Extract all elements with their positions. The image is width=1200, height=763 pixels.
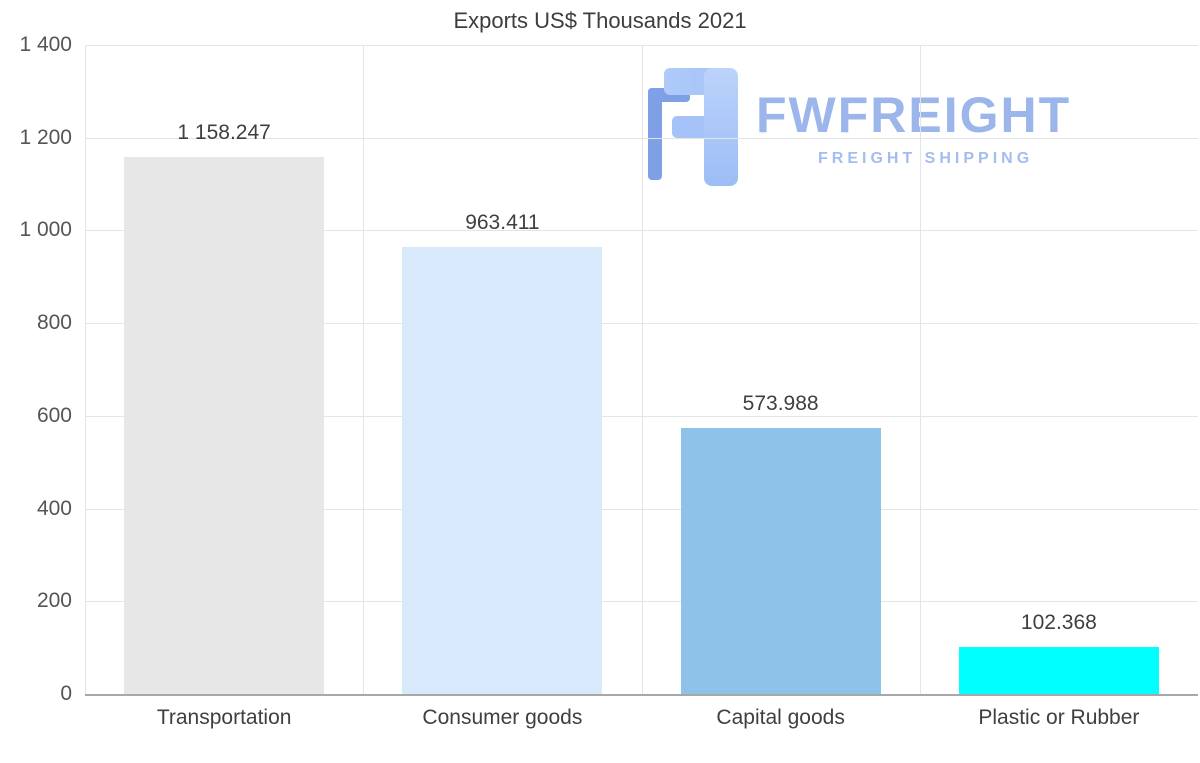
y-tick-label: 1 200 bbox=[19, 125, 72, 149]
y-tick-label: 400 bbox=[36, 496, 72, 520]
bar-capital-goods bbox=[680, 427, 881, 694]
y-tick-label: 200 bbox=[36, 589, 72, 613]
plot-area: 1 158.247 963.411 573.988 102.368 bbox=[85, 45, 1198, 696]
bar-value-label: 573.988 bbox=[742, 391, 819, 415]
x-axis: Transportation Consumer goods Capital good… bbox=[85, 706, 1198, 736]
y-axis-line bbox=[85, 45, 86, 694]
y-tick-label: 600 bbox=[36, 403, 72, 427]
v-gridline bbox=[363, 45, 365, 694]
y-tick-label: 1 400 bbox=[19, 33, 72, 56]
y-tick-label: 800 bbox=[36, 311, 72, 335]
y-tick-label: 0 bbox=[60, 682, 72, 705]
logo-mark-dark-vertical bbox=[648, 88, 662, 180]
v-gridline bbox=[919, 45, 921, 694]
logo-wordmark: FWFREIGHT bbox=[756, 87, 1072, 143]
fwfreight-logo-icon bbox=[648, 68, 742, 186]
y-tick-label: 1 000 bbox=[19, 218, 72, 242]
x-tick-label: Transportation bbox=[156, 706, 292, 729]
chart-title: Exports US$ Thousands 2021 bbox=[453, 8, 747, 33]
fwfreight-logo: FWFREIGHT FREIGHT SHIPPING bbox=[648, 68, 1071, 186]
v-gridline bbox=[641, 45, 643, 694]
bar-value-label: 963.411 bbox=[465, 211, 540, 235]
bar-value-label: 102.368 bbox=[1020, 610, 1097, 634]
logo-text: FWFREIGHT FREIGHT SHIPPING bbox=[756, 68, 1071, 168]
x-tick-label: Capital goods bbox=[716, 706, 845, 729]
logo-mark-vertical bbox=[704, 68, 738, 186]
x-tick-label: Plastic or Rubber bbox=[978, 706, 1140, 729]
bar-plastic-or-rubber bbox=[958, 646, 1159, 694]
logo-tagline: FREIGHT SHIPPING bbox=[818, 150, 1034, 167]
bar-consumer-goods bbox=[402, 247, 603, 694]
x-tick-label: Consumer goods bbox=[422, 706, 583, 729]
bar-transportation bbox=[124, 157, 325, 694]
bar-value-label: 1 158.247 bbox=[177, 121, 271, 145]
y-axis: 0 200 400 600 800 1 000 1 200 1 400 bbox=[0, 33, 72, 705]
